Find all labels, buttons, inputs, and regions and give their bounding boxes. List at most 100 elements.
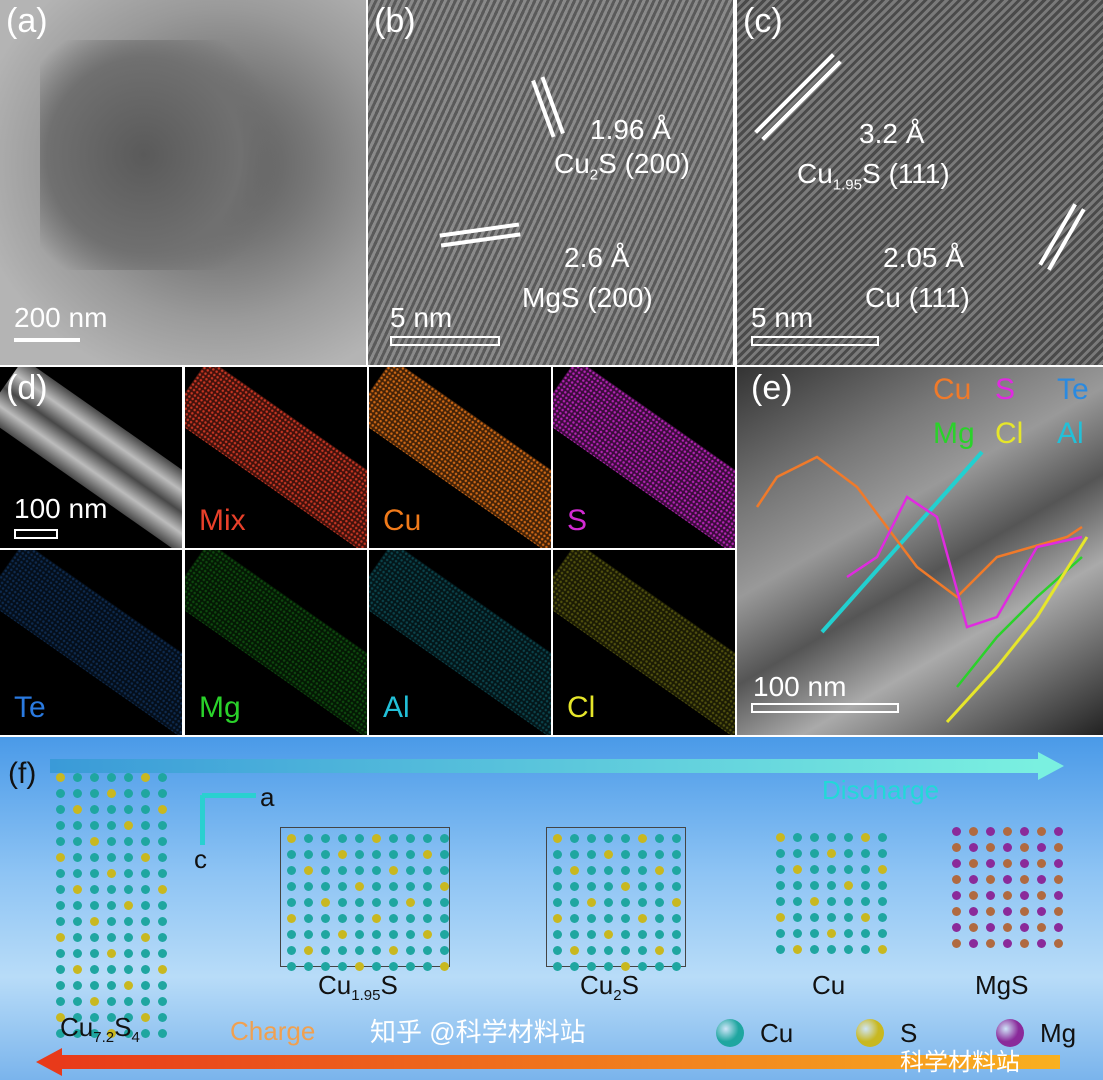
atom <box>56 1029 65 1038</box>
atom <box>141 1013 150 1022</box>
atom <box>655 930 664 939</box>
atom <box>90 949 99 958</box>
atom <box>570 866 579 875</box>
atom <box>321 914 330 923</box>
atom <box>553 898 562 907</box>
atom <box>73 917 82 926</box>
structure-label: Cu1.95S <box>318 971 398 1005</box>
atom <box>810 945 819 954</box>
eds-map-al: Al <box>369 550 551 735</box>
cl-profile <box>945 536 1089 724</box>
atom <box>389 898 398 907</box>
scan-line <box>820 450 984 634</box>
atom <box>406 882 415 891</box>
scale-bar-b <box>390 336 500 346</box>
atom <box>655 946 664 955</box>
atom <box>1020 939 1029 948</box>
atom <box>1054 891 1063 900</box>
atom <box>604 882 613 891</box>
atom <box>1037 843 1046 852</box>
atom <box>878 913 887 922</box>
atom <box>56 837 65 846</box>
phase-label: MgS (200) <box>522 282 653 313</box>
atom <box>1003 891 1012 900</box>
atom <box>158 949 167 958</box>
atom <box>827 833 836 842</box>
atom <box>986 875 995 884</box>
atom <box>793 849 802 858</box>
atom <box>776 849 785 858</box>
atom <box>90 805 99 814</box>
atom <box>986 891 995 900</box>
atom <box>107 1029 116 1038</box>
phase-label: Cu (111) <box>865 282 970 313</box>
atom <box>287 898 296 907</box>
atom <box>90 821 99 830</box>
formula: Cu <box>318 970 352 1000</box>
atom <box>389 946 398 955</box>
atom <box>158 789 167 798</box>
atom <box>321 962 330 971</box>
panel-b-hrtem: (b) 1.96 Å Cu2S (200) 2.6 Å MgS (200) 5 … <box>368 0 733 365</box>
atom <box>440 914 449 923</box>
atom <box>107 853 116 862</box>
atom <box>655 882 664 891</box>
atom <box>621 882 630 891</box>
atom <box>638 850 647 859</box>
line-scan-profiles <box>755 450 1089 724</box>
atom <box>553 930 562 939</box>
atom <box>141 869 150 878</box>
atom <box>969 939 978 948</box>
atom <box>1003 923 1012 932</box>
atom <box>141 821 150 830</box>
atom <box>304 914 313 923</box>
atom <box>672 898 681 907</box>
atom <box>73 789 82 798</box>
atom <box>969 907 978 916</box>
atom <box>124 789 133 798</box>
charge-arrow <box>60 1055 1060 1069</box>
atom <box>587 914 596 923</box>
atom <box>73 901 82 910</box>
atom <box>655 866 664 875</box>
cu-profile <box>755 455 1083 599</box>
atom <box>861 929 870 938</box>
atom <box>406 850 415 859</box>
atom <box>107 869 116 878</box>
atom <box>969 843 978 852</box>
atom <box>287 962 296 971</box>
formula: Cu <box>812 970 846 1000</box>
atom <box>440 882 449 891</box>
legend-mg-label: Mg <box>1040 1018 1077 1048</box>
atom <box>406 946 415 955</box>
legend-cu-label: Cu <box>760 1018 794 1048</box>
atom <box>672 946 681 955</box>
atom <box>158 1029 167 1038</box>
atom <box>107 885 116 894</box>
atom <box>440 930 449 939</box>
atom <box>810 833 819 842</box>
eds-element-label: S <box>567 504 588 537</box>
atom <box>587 962 596 971</box>
atom <box>107 901 116 910</box>
atom <box>776 833 785 842</box>
atom <box>621 834 630 843</box>
atom <box>810 865 819 874</box>
atom <box>570 946 579 955</box>
atom <box>73 965 82 974</box>
atom <box>1054 907 1063 916</box>
atom <box>1020 859 1029 868</box>
panel-c-hrtem: (c) 3.2 Å Cu1.95S (111) 2.05 Å Cu (111) … <box>737 0 1103 365</box>
atom <box>793 865 802 874</box>
scale-bar-a <box>14 338 80 342</box>
atom <box>440 946 449 955</box>
atom <box>878 945 887 954</box>
atom <box>141 949 150 958</box>
atom <box>158 917 167 926</box>
atom <box>321 930 330 939</box>
atom <box>124 773 133 782</box>
atom <box>141 885 150 894</box>
atom <box>73 1029 82 1038</box>
atom <box>372 946 381 955</box>
atom <box>621 946 630 955</box>
